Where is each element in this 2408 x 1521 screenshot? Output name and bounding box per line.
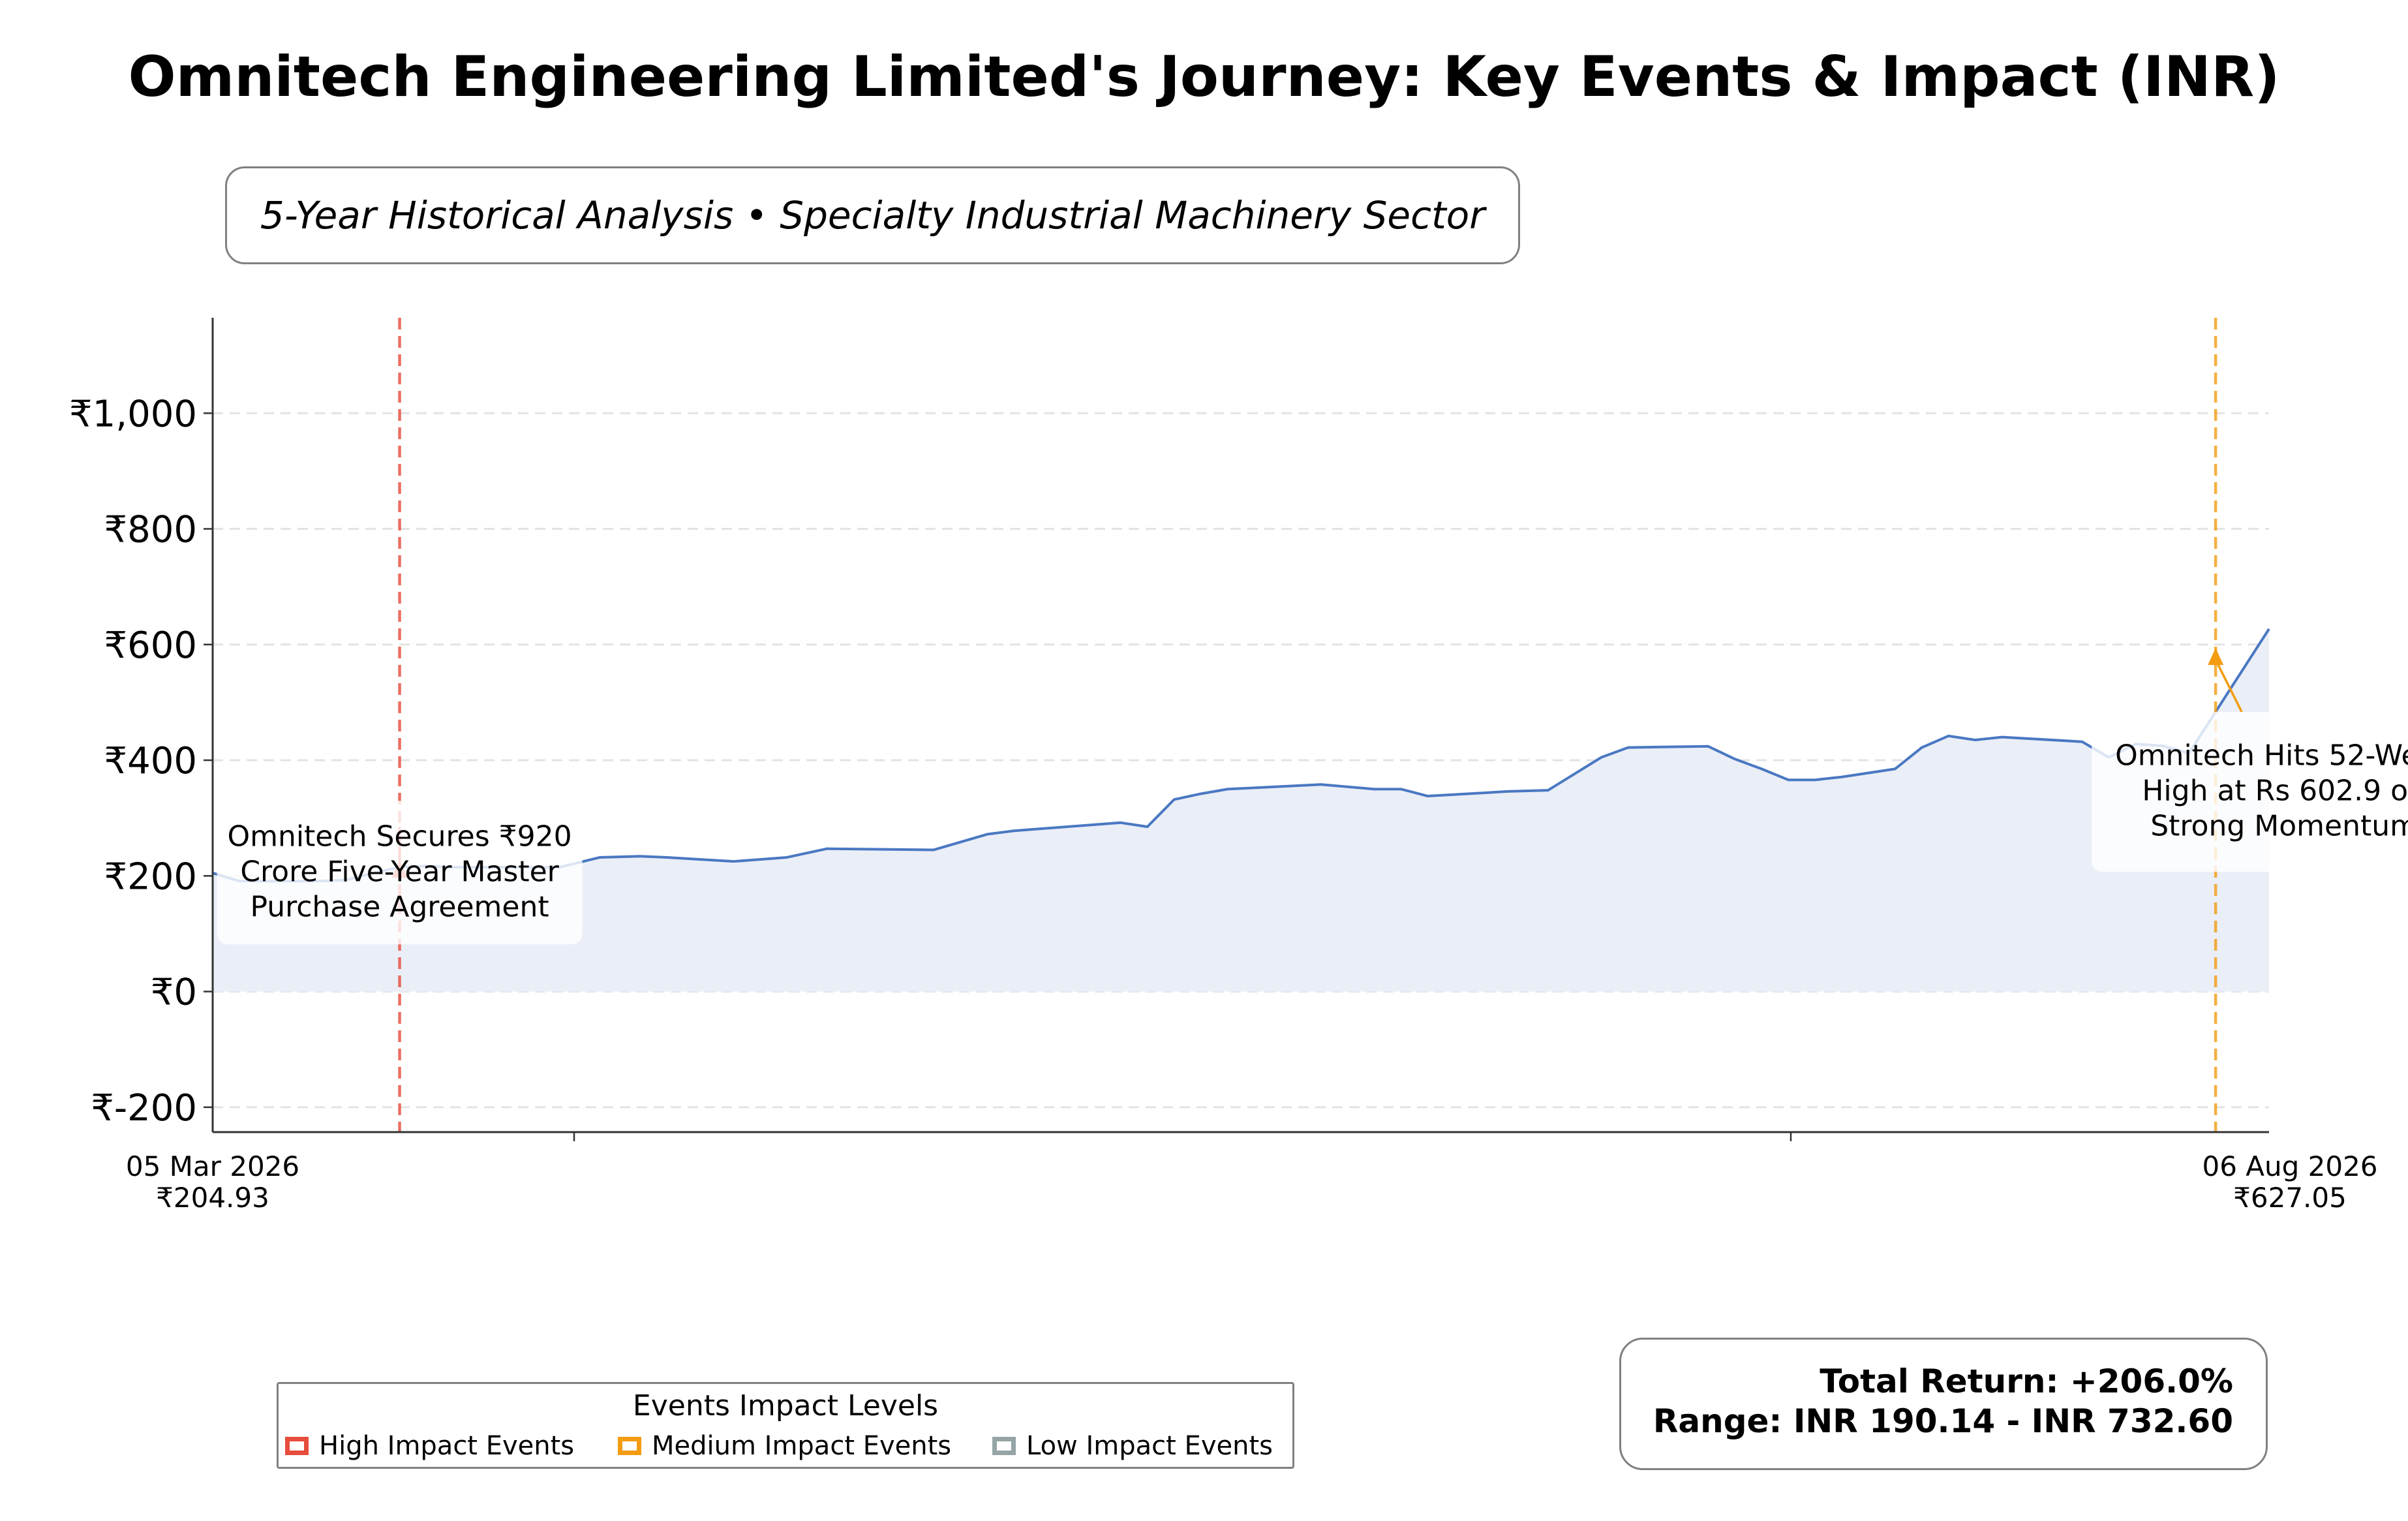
legend-title: Events Impact Levels [632,1389,939,1422]
legend-label-low: Low Impact Events [1026,1431,1273,1461]
event-label-high: Omnitech Secures ₹920 Crore Five-Year Mas… [227,820,572,923]
event-label-medium: Omnitech Hits 52-WeekHigh at Rs 602.9 on… [2115,739,2408,843]
x-end-price-label: ₹627.05 [2233,1182,2347,1214]
legend-swatch-high [285,1437,309,1455]
legend-item-medium: Medium Impact Events [618,1430,951,1462]
total-return: Total Return: +206.0% [1820,1362,2233,1400]
impact-legend: Events Impact Levels High Impact Events … [277,1382,1294,1469]
event-arrowhead-medium [2208,648,2224,666]
legend-swatch-low [992,1437,1016,1455]
legend-label-medium: Medium Impact Events [652,1431,952,1461]
y-tick-label: ₹400 [104,740,197,782]
y-tick-label: ₹600 [104,624,197,667]
event-markers [391,318,2243,1132]
y-tick-label: ₹800 [104,509,197,551]
stats-box: Total Return: +206.0% Range: INR 190.14 … [1619,1338,2268,1470]
price-range: Range: INR 190.14 - INR 732.60 [1653,1402,2233,1440]
price-area-fill [213,628,2269,992]
y-tick-label: ₹-200 [91,1087,197,1129]
event-label-box [2092,712,2408,872]
subtitle-box: 5-Year Historical Analysis • Specialty I… [225,166,1520,264]
event-arrow-medium [2214,659,2243,713]
legend-item-high: High Impact Events [285,1430,574,1462]
x-end-date-label: 05 Mar 2026 [126,1150,299,1182]
x-end-price-label: ₹204.93 [156,1182,269,1214]
x-end-date-label: 06 Aug 2026 [2202,1150,2377,1182]
chart-title: Omnitech Engineering Limited's Journey: … [128,44,2280,110]
y-tick-label: ₹200 [104,855,197,898]
y-tick-label: ₹1,000 [69,393,197,435]
y-tick-label: ₹0 [151,972,197,1014]
event-annotations: Omnitech Secures ₹920 Crore Five-Year Mas… [217,712,2408,945]
legend-label-high: High Impact Events [319,1431,575,1461]
axes: ₹-200 ₹0 ₹200 ₹400 ₹600 ₹800 ₹1,000 05 Mar 2026… [69,318,2378,1214]
chart-subtitle: 5-Year Historical Analysis • Specialty I… [260,193,1486,238]
legend-item-low: Low Impact Events [992,1430,1273,1462]
event-label-box [217,801,583,945]
legend-swatch-medium [618,1437,641,1455]
